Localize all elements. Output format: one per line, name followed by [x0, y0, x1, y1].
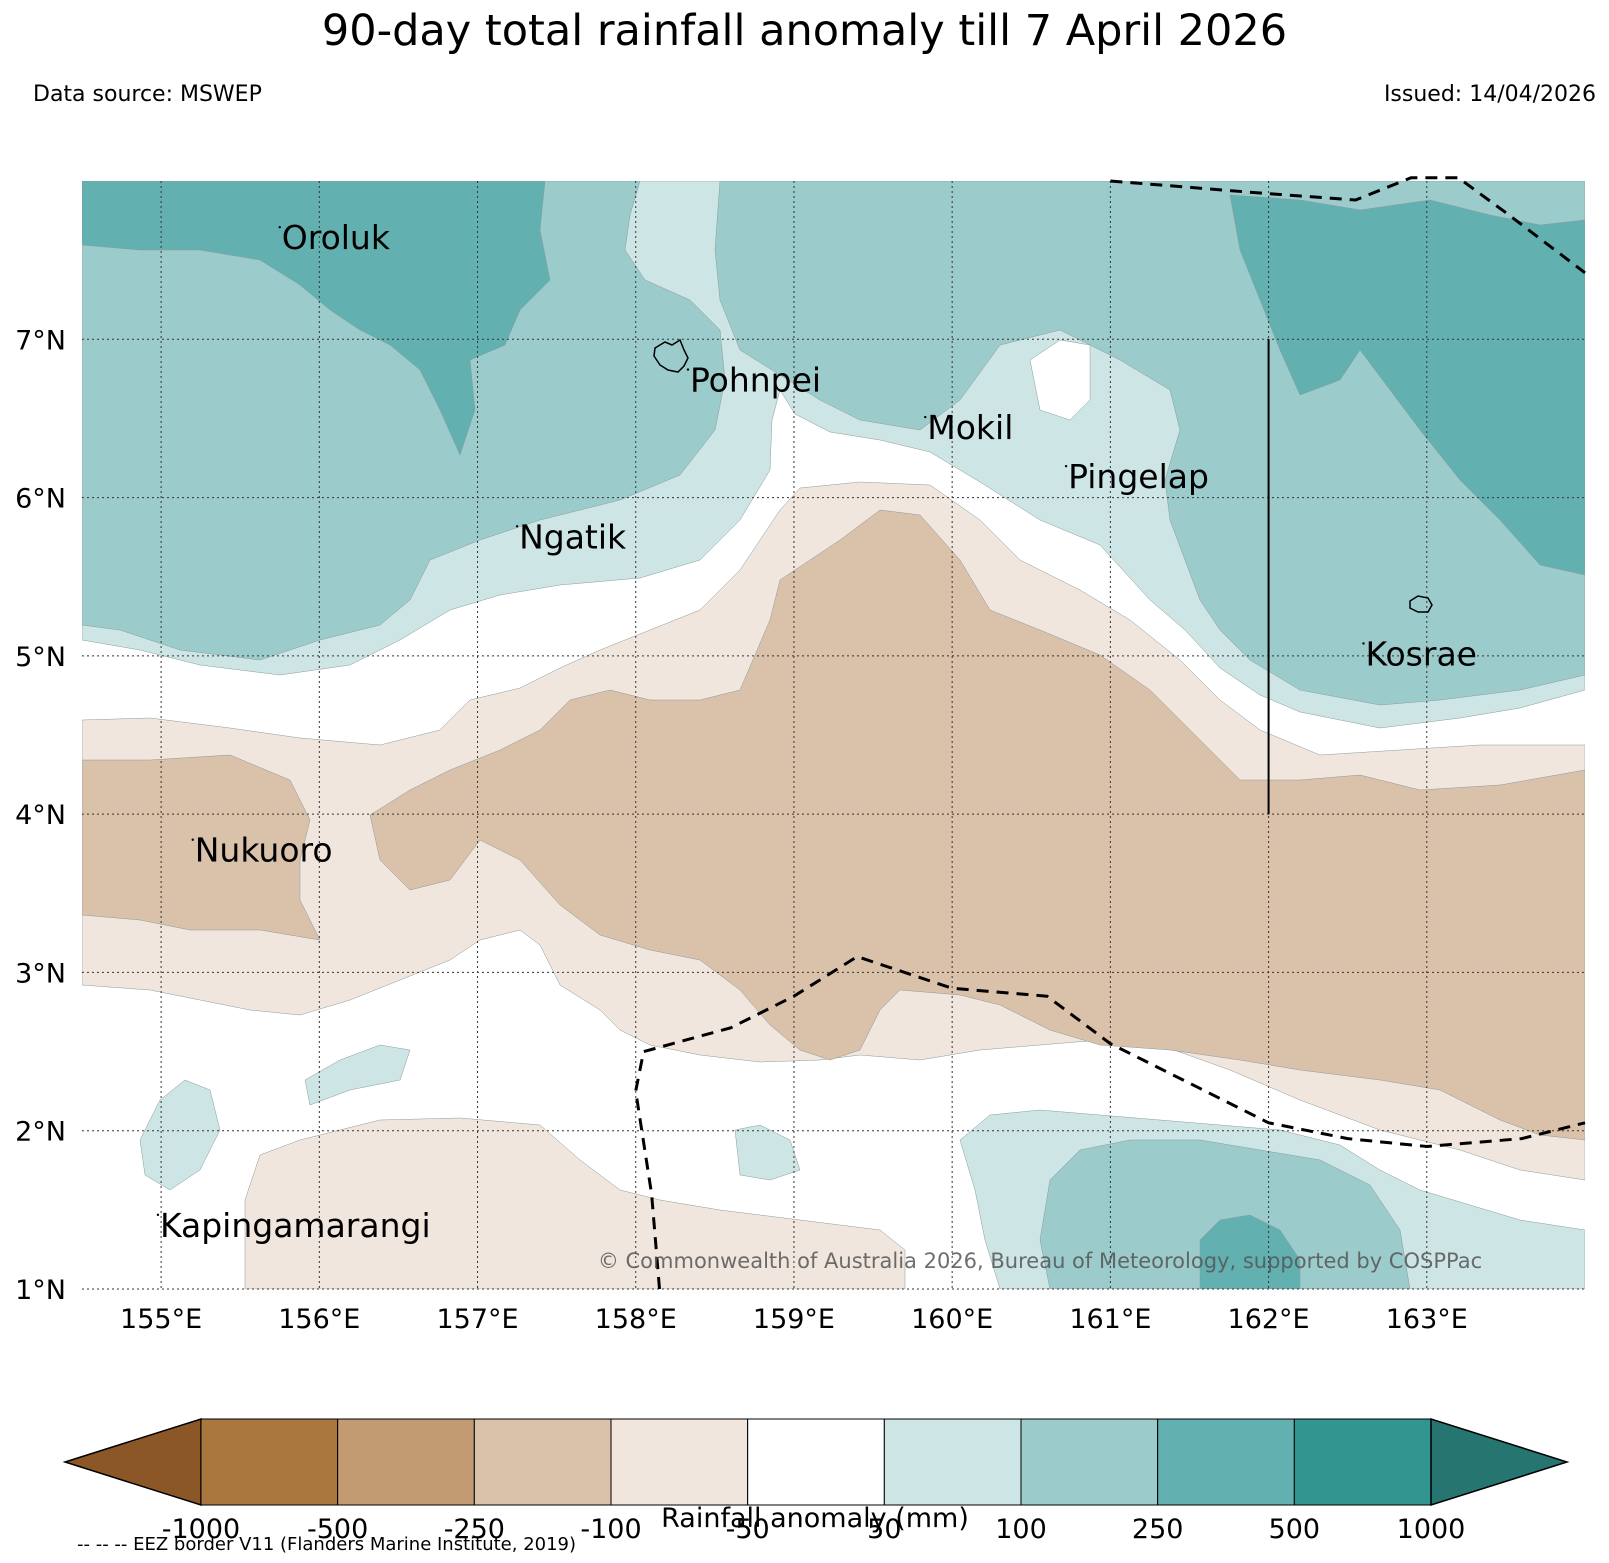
band-50-100-patch [1029, 339, 1091, 421]
colorbar-swatch [883, 1418, 1022, 1506]
colorbar-title: Rainfall anomaly (mm) [661, 1503, 969, 1534]
place-label: Mokil [927, 408, 1013, 447]
colorbar-tick-label: -500 [307, 1514, 368, 1545]
band-250-500-west [82, 181, 551, 456]
band-100-250-south [1039, 1139, 1411, 1289]
colorbar-swatch [610, 1418, 749, 1506]
band-50-100-patch-1 [139, 1079, 221, 1191]
colorbar-swatch [200, 1418, 339, 1506]
colorbar-tick-label: 1000 [1397, 1514, 1466, 1545]
place-marker [686, 368, 690, 371]
colorbar-swatch [337, 1418, 475, 1506]
lat-tick-label: 4°N [15, 800, 66, 831]
axis-labels: 155°E 156°E 157°E 158°E 159°E 160°E 161°E 162°E… [15, 325, 1468, 1330]
place-label: Kosrae [1366, 634, 1477, 673]
place-marker [1064, 464, 1068, 468]
map-title: 90-day total rainfall anomaly till 7 Apr… [321, 6, 1288, 56]
place-marker [156, 1213, 160, 1217]
colorbar-tick-labels: -1000 -500 -250 -100 -50 50 100 250 500 1000 [162, 1514, 1466, 1545]
place-label: Nukuoro [195, 831, 333, 870]
lon-tick-label: 155°E [120, 1304, 202, 1330]
place-marker [515, 525, 519, 528]
band-minus100-minus250-main [369, 509, 1585, 1141]
colorbar-swatch [1157, 1418, 1295, 1506]
copyright-notice: © Commonwealth of Australia 2026, Bureau… [598, 1249, 1482, 1273]
colorbar-tick-label: 50 [867, 1514, 901, 1545]
colorbar-swatches [62, 1417, 1570, 1507]
anomaly-fill [82, 181, 1585, 1289]
pohnpei-island-outline [653, 338, 689, 373]
colorbar-swatch [747, 1418, 885, 1506]
colorbar-tick-label: 100 [995, 1514, 1047, 1545]
band-minus50-minus100-south [244, 1117, 906, 1289]
lon-tick-label: 161°E [1069, 1304, 1151, 1330]
lon-tick-label: 156°E [278, 1304, 360, 1330]
lon-tick-label: 157°E [436, 1304, 518, 1330]
gridlines [82, 181, 1585, 1290]
lat-tick-label: 2°N [15, 1117, 66, 1148]
place-marker [924, 415, 927, 419]
colorbar-tick-label: -50 [726, 1514, 770, 1545]
place-labels: Oroluk Pohnpei Mokil Pingelap Ngatik Kosrae Nu… [156, 218, 1477, 1245]
lon-tick-label: 158°E [595, 1304, 677, 1330]
colorbar-extend-high [1430, 1417, 1570, 1507]
eez-border-line [634, 954, 1586, 1290]
eez-legend: -- -- -- EEZ border V11 (Flanders Marine… [77, 1534, 576, 1555]
lon-tick-label: 162°E [1228, 1304, 1310, 1330]
colorbar-tick-label: -100 [580, 1514, 641, 1545]
lat-tick-label: 7°N [15, 325, 66, 356]
data-source-label: Data source: MSWEP [33, 82, 262, 107]
eez-borders [634, 176, 1586, 1290]
band-250-500-south [1199, 1214, 1301, 1289]
lon-tick-label: 159°E [753, 1304, 835, 1330]
band-minus100-minus250 [82, 754, 321, 941]
colorbar-tick-label: 500 [1269, 1514, 1321, 1545]
lat-tick-label: 1°N [15, 1275, 66, 1306]
eez-border-line [1110, 176, 1586, 274]
rainfall-anomaly-map: Oroluk Pohnpei Mokil Pingelap Ngatik Kosrae Nu… [15, 176, 1586, 1330]
lat-tick-label: 3°N [15, 958, 66, 989]
place-marker [191, 838, 194, 841]
place-label: Pohnpei [690, 361, 821, 400]
lat-tick-label: 6°N [15, 484, 66, 515]
place-label: Oroluk [282, 218, 391, 257]
issued-date-label: Issued: 14/04/2026 [1383, 82, 1596, 107]
band-100-250 [82, 181, 726, 661]
colorbar-tick-label: -1000 [162, 1514, 240, 1545]
lon-tick-label: 163°E [1386, 1304, 1468, 1330]
lon-tick-label: 160°E [911, 1304, 993, 1330]
band-250-500-east [1229, 194, 1585, 576]
colorbar-swatch [1293, 1418, 1432, 1506]
colorbar-tick-label: 250 [1132, 1514, 1184, 1545]
kosrae-island-outline [1409, 595, 1433, 613]
lat-tick-label: 5°N [15, 642, 66, 673]
band-50-100-patch-2 [304, 1044, 411, 1106]
place-label: Ngatik [519, 517, 627, 556]
place-marker [278, 225, 281, 229]
place-label: Kapingamarangi [160, 1206, 431, 1245]
colorbar-swatch [473, 1418, 612, 1506]
colorbar-tick-label: -250 [444, 1514, 505, 1545]
colorbar-extend-low [62, 1417, 202, 1507]
band-50-100-patch-3 [734, 1124, 801, 1181]
place-label: Pingelap [1068, 457, 1209, 496]
colorbar-swatch [1020, 1418, 1159, 1506]
place-marker [1362, 642, 1365, 645]
